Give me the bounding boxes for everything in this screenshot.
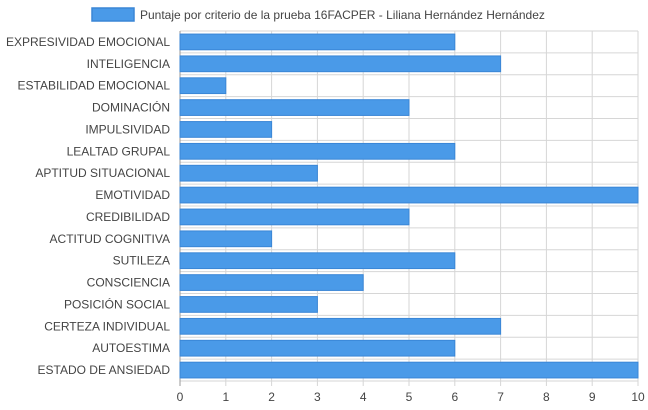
bar[interactable] <box>179 252 456 270</box>
x-tick-label: 7 <box>497 390 504 404</box>
bar[interactable] <box>179 317 502 335</box>
x-tick-label: 3 <box>314 390 321 404</box>
x-tick-label: 9 <box>589 390 596 404</box>
y-category-label: INTELIGENCIA <box>87 57 170 71</box>
bar[interactable] <box>179 208 410 226</box>
bar[interactable] <box>179 33 456 51</box>
y-axis-labels: EXPRESIVIDAD EMOCIONAL INTELIGENCIA ESTABI… <box>6 35 170 377</box>
bar[interactable] <box>179 164 318 182</box>
y-category-label: CONSCIENCIA <box>87 276 170 290</box>
y-category-label: CERTEZA INDIVIDUAL <box>44 319 170 333</box>
y-category-label: EXPRESIVIDAD EMOCIONAL <box>6 35 170 49</box>
y-category-label: DOMINACIÓN <box>92 100 170 115</box>
bar[interactable] <box>179 361 639 379</box>
bars <box>179 33 639 379</box>
y-category-label: ESTABILIDAD EMOCIONAL <box>18 79 171 93</box>
bar[interactable] <box>179 142 456 160</box>
y-category-label: ACTITUD COGNITIVA <box>50 232 170 246</box>
y-category-label: AUTOESTIMA <box>92 341 170 355</box>
x-tick-label: 0 <box>177 390 184 404</box>
legend-label[interactable]: Puntaje por criterio de la prueba 16FACP… <box>140 8 545 22</box>
y-category-label: SUTILEZA <box>113 254 170 268</box>
bar[interactable] <box>179 99 410 116</box>
bar[interactable] <box>179 296 318 313</box>
x-tick-label: 5 <box>406 390 413 404</box>
y-category-label: EMOTIVIDAD <box>95 188 170 202</box>
bar[interactable] <box>179 121 273 138</box>
y-category-label: APTITUD SITUACIONAL <box>35 166 170 180</box>
bar[interactable] <box>179 230 273 248</box>
y-category-label: CREDIBILIDAD <box>86 210 170 224</box>
legend-swatch[interactable] <box>91 7 135 22</box>
x-tick-label: 8 <box>543 390 550 404</box>
y-category-label: IMPULSIVIDAD <box>85 122 170 136</box>
x-axis-ticks: 0 1 2 3 4 5 6 7 8 9 10 <box>177 390 645 404</box>
bar[interactable] <box>179 186 639 204</box>
bar[interactable] <box>179 274 364 291</box>
y-category-label: ESTADO DE ANSIEDAD <box>38 363 171 377</box>
bar[interactable] <box>179 55 502 73</box>
x-tick-label: 10 <box>631 390 645 404</box>
x-tick-label: 1 <box>222 390 229 404</box>
x-tick-label: 4 <box>360 390 367 404</box>
y-category-label: POSICIÓN SOCIAL <box>64 296 170 311</box>
y-category-label: LEALTAD GRUPAL <box>67 144 171 158</box>
legend[interactable]: Puntaje por criterio de la prueba 16FACP… <box>91 7 545 22</box>
bar[interactable] <box>179 339 456 357</box>
bar[interactable] <box>179 77 227 95</box>
x-tick-label: 2 <box>268 390 275 404</box>
x-tick-label: 6 <box>451 390 458 404</box>
